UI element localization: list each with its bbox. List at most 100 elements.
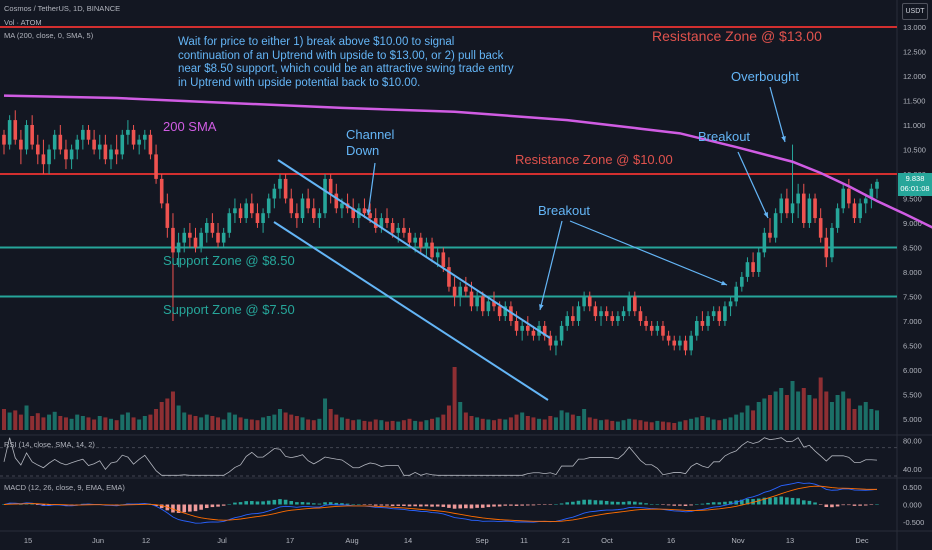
price-tick-label: 5.500 xyxy=(903,391,922,400)
macd-histogram-bar xyxy=(520,504,524,506)
volume-bar xyxy=(2,409,6,430)
time-tick-label: 12 xyxy=(142,536,150,545)
candle-body xyxy=(19,139,23,150)
volume-bar xyxy=(480,418,485,430)
macd-histogram-bar xyxy=(362,504,367,505)
volume-bar xyxy=(773,391,778,430)
volume-bar xyxy=(294,416,299,430)
macd-histogram-bar xyxy=(469,504,474,509)
volume-bar xyxy=(486,419,491,430)
candle-body xyxy=(255,213,260,223)
macd-histogram-bar xyxy=(858,504,862,506)
candle-body xyxy=(47,149,51,165)
candle-body xyxy=(233,208,237,214)
candle-body xyxy=(785,198,789,214)
candle-body xyxy=(120,134,125,155)
volume-bar xyxy=(58,416,63,430)
volume-bar xyxy=(289,414,294,430)
candle-body xyxy=(407,232,412,243)
rsi-line xyxy=(3,437,878,476)
volume-bar xyxy=(170,391,175,430)
candle-body xyxy=(418,237,423,248)
volume-bar xyxy=(154,409,159,430)
volume-bar xyxy=(75,414,80,430)
volume-bar xyxy=(131,417,136,430)
macd-histogram-bar xyxy=(509,504,513,506)
price-tick-label: 7.000 xyxy=(903,317,922,326)
macd-histogram-bar xyxy=(283,499,288,505)
macd-histogram-bar xyxy=(593,500,598,505)
candle-body xyxy=(131,129,136,145)
macd-histogram-bar xyxy=(644,503,648,505)
currency-button[interactable]: USDT xyxy=(902,3,928,20)
candle-body xyxy=(734,286,738,302)
candle-body xyxy=(796,193,800,204)
volume-bar xyxy=(204,414,209,430)
candle-body xyxy=(835,208,840,228)
candle-body xyxy=(171,227,175,253)
price-tick-label: 6.000 xyxy=(903,366,922,375)
candle-body xyxy=(86,129,91,140)
candle-body xyxy=(610,316,615,321)
candle-body xyxy=(464,286,468,292)
volume-bar xyxy=(216,417,221,430)
macd-histogram-bar xyxy=(35,504,40,505)
signal-line xyxy=(3,485,878,522)
volume-bar xyxy=(441,414,446,430)
macd-histogram-bar xyxy=(430,504,434,507)
rsi-tick-label: 80.00 xyxy=(903,437,922,446)
macd-histogram-bar xyxy=(441,504,446,507)
candle-body xyxy=(469,291,474,307)
resistance-13-label: Resistance Zone @ $13.00 xyxy=(652,28,822,44)
macd-histogram-bar xyxy=(790,497,795,505)
candle-body xyxy=(103,144,108,160)
candle-body xyxy=(728,301,733,307)
candle-body xyxy=(328,178,333,194)
macd-histogram-bar xyxy=(407,504,412,507)
candle-body xyxy=(638,311,643,321)
candle-body xyxy=(272,188,277,199)
volume-bar xyxy=(677,421,682,430)
price-tick-label: 12.000 xyxy=(903,72,926,81)
macd-histogram-bar xyxy=(266,500,271,505)
candle-body xyxy=(64,149,68,160)
candle-body xyxy=(565,316,570,326)
volume-bar xyxy=(92,419,97,430)
candle-body xyxy=(289,198,294,214)
candle-body xyxy=(475,296,479,307)
macd-histogram-bar xyxy=(311,503,316,505)
macd-histogram-bar xyxy=(779,496,784,505)
volume-bar xyxy=(137,419,142,430)
macd-histogram-bar xyxy=(30,504,34,505)
candle-body xyxy=(114,149,119,155)
macd-histogram-bar xyxy=(278,499,282,505)
channel-arrow-head xyxy=(366,209,372,215)
volume-bar xyxy=(559,410,564,430)
sma-label: 200 SMA xyxy=(163,119,217,134)
macd-histogram-bar xyxy=(796,498,800,505)
volume-bar xyxy=(621,420,626,430)
candle-body xyxy=(875,181,879,189)
volume-bar xyxy=(790,381,795,430)
candle-body xyxy=(81,129,85,140)
candle-body xyxy=(154,154,158,179)
volume-bar xyxy=(779,388,784,430)
overbought-label: Overbought xyxy=(731,69,799,84)
macd-histogram-bar xyxy=(323,502,327,505)
volume-bar xyxy=(199,417,204,430)
macd-histogram-bar xyxy=(210,504,215,508)
volume-bar xyxy=(525,416,530,430)
volume-bar xyxy=(69,418,74,430)
candle-body xyxy=(182,232,187,243)
candle-body xyxy=(52,134,57,150)
overbought-arrow xyxy=(769,86,786,143)
macd-histogram-bar xyxy=(317,503,322,505)
macd-histogram-bar xyxy=(801,500,806,505)
macd-histogram-bar xyxy=(689,504,693,506)
rsi-tick-label: 40.00 xyxy=(903,465,922,474)
macd-histogram-bar xyxy=(807,500,812,505)
volume-bar xyxy=(497,418,502,430)
macd-histogram-bar xyxy=(306,502,310,505)
volume-bar xyxy=(632,419,637,430)
